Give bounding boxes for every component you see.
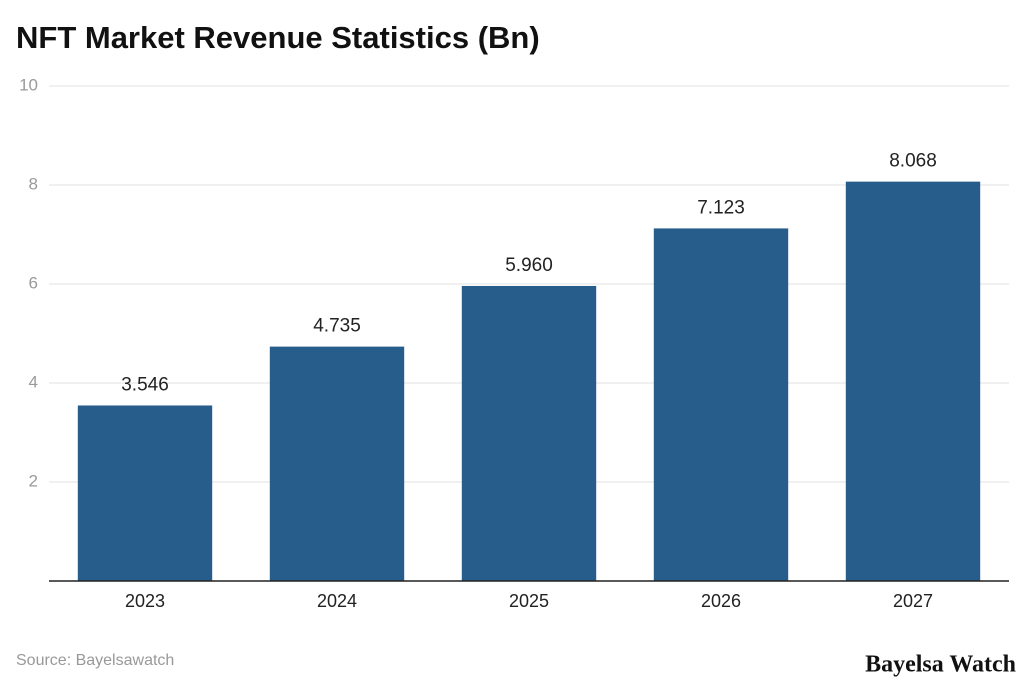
y-tick-label: 10 bbox=[19, 75, 38, 94]
bar bbox=[269, 346, 405, 581]
value-label: 7.123 bbox=[697, 197, 745, 218]
x-tick-label: 2027 bbox=[893, 591, 933, 611]
chart-title: NFT Market Revenue Statistics (Bn) bbox=[16, 20, 540, 55]
source: Source: Bayelsawatch bbox=[16, 652, 174, 669]
value-label: 3.546 bbox=[121, 374, 169, 395]
x-tick-label: 2025 bbox=[509, 591, 549, 611]
bar bbox=[845, 181, 981, 581]
x-tick-label: 2023 bbox=[125, 591, 165, 611]
value-label: 5.960 bbox=[505, 255, 553, 276]
watermark: Bayelsa Watch bbox=[865, 652, 1016, 678]
value-label: 8.068 bbox=[889, 151, 937, 172]
y-tick-label: 6 bbox=[29, 273, 38, 292]
bar bbox=[77, 405, 213, 581]
bar bbox=[461, 285, 597, 581]
y-tick-label: 4 bbox=[29, 372, 38, 391]
y-tick-label: 8 bbox=[29, 174, 38, 193]
value-label: 4.735 bbox=[313, 316, 361, 337]
y-tick-label: 2 bbox=[29, 471, 38, 490]
x-tick-label: 2026 bbox=[701, 591, 741, 611]
bar bbox=[653, 228, 789, 581]
x-tick-label: 2024 bbox=[317, 591, 357, 611]
